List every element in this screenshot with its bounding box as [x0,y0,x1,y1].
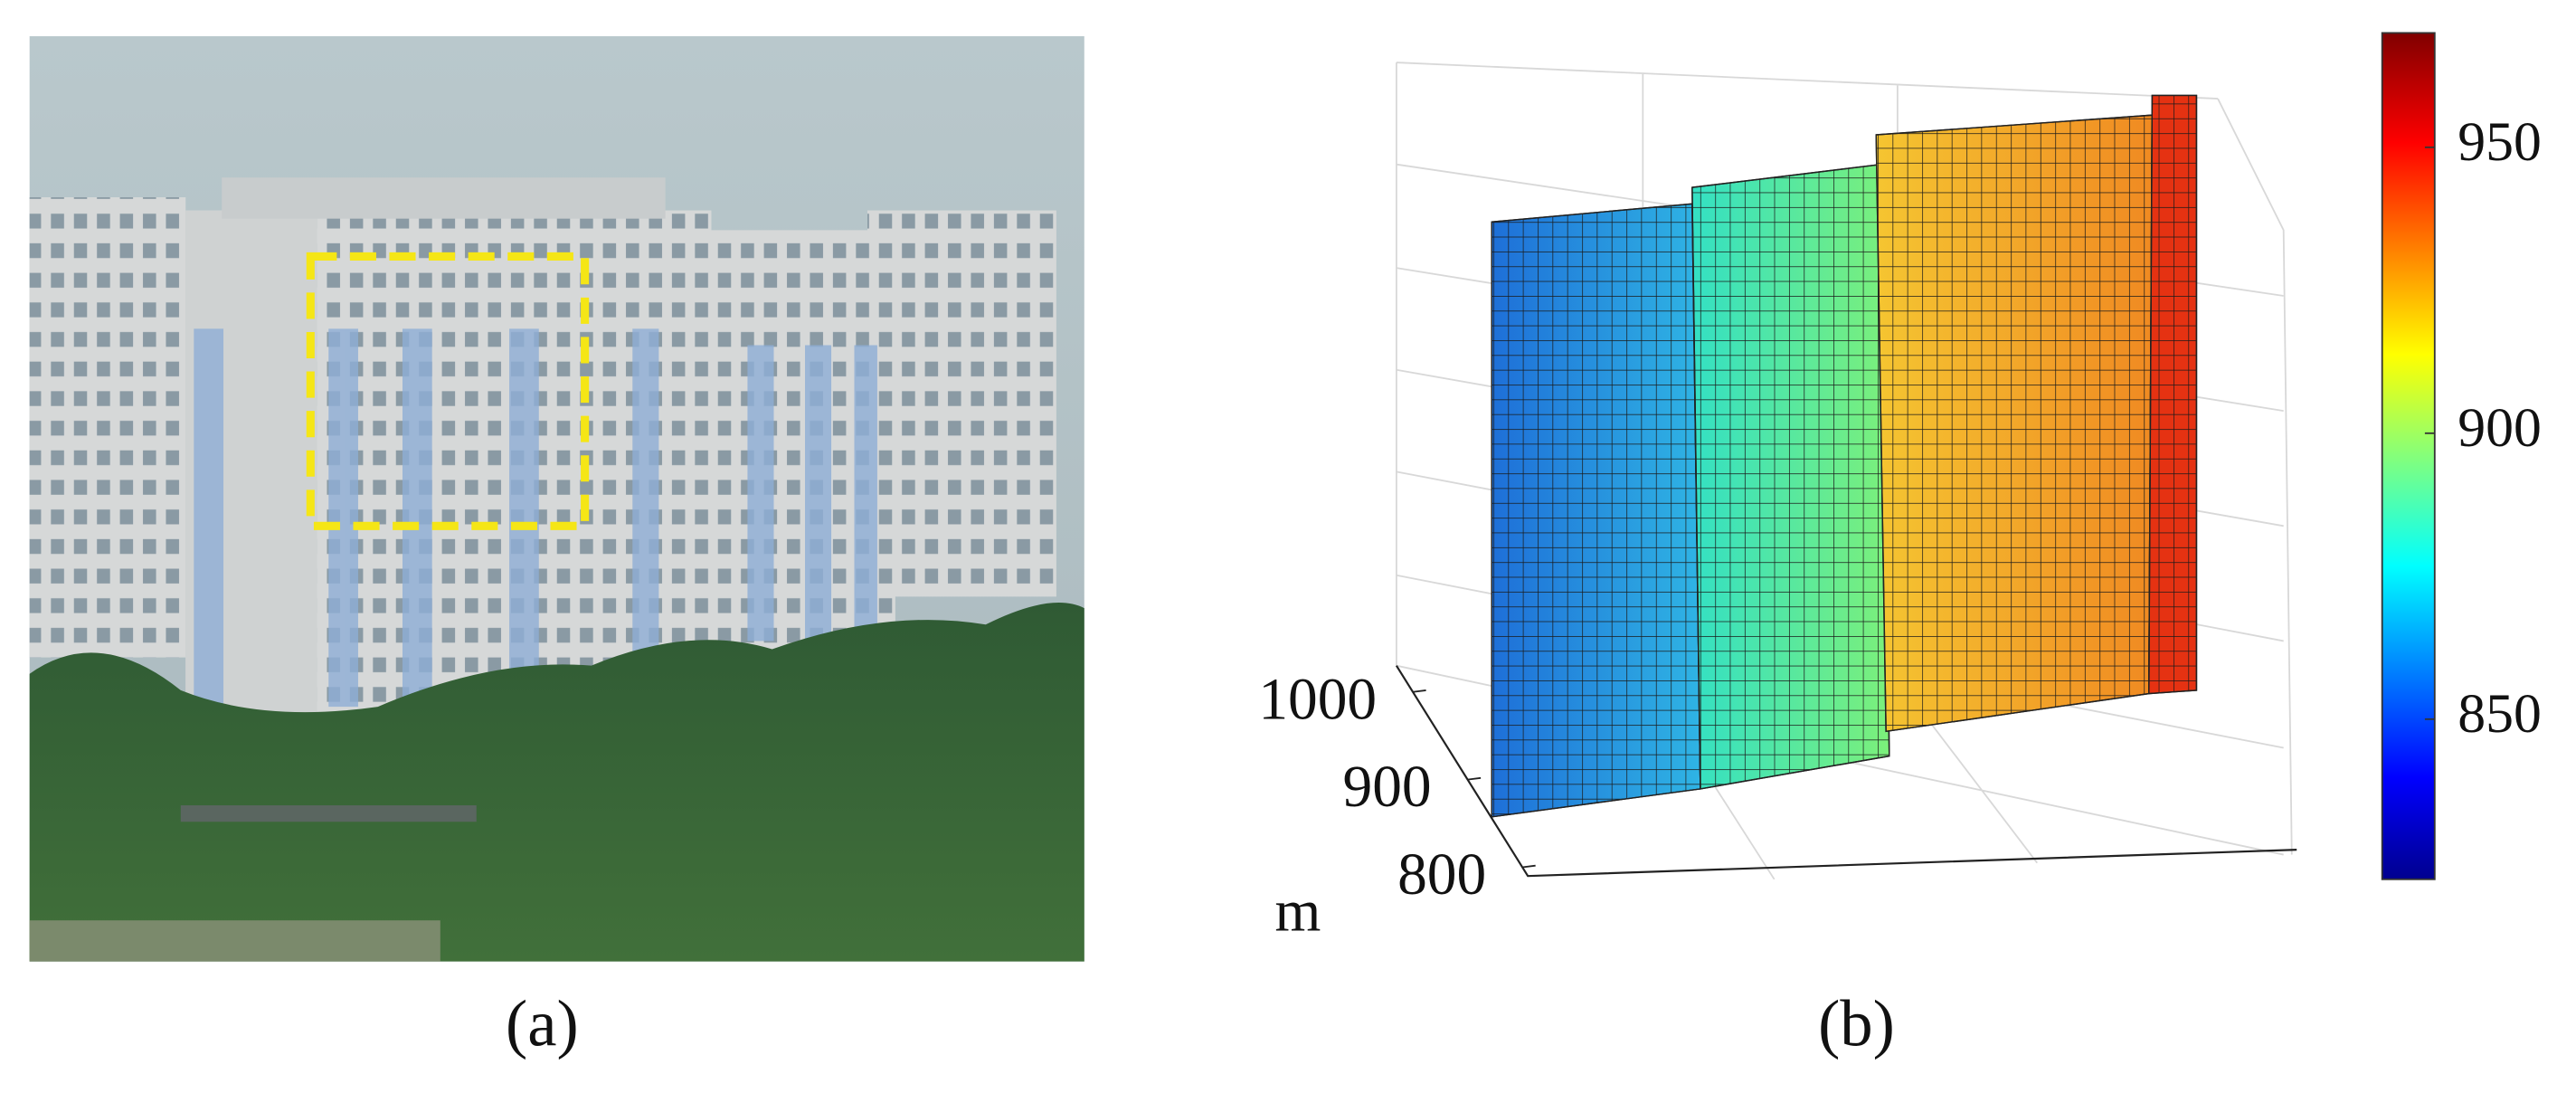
tick-label: 1000 [1258,667,1377,732]
colorbar-tick-label: 900 [2458,397,2542,459]
surface [1491,94,2198,818]
axis-line [1395,665,2297,878]
panel-label: (a) [506,987,579,1060]
colorbar-tick-label: 850 [2458,683,2542,745]
photo [29,36,1084,962]
colorbar-tick-label: 950 [2458,111,2542,173]
tick-label: 900 [1343,755,1432,820]
tick-mark [1522,864,1536,869]
axis-label: m [1274,879,1321,945]
colorbar [2381,32,2436,880]
tick-mark [1412,689,1426,693]
tick-label: 800 [1397,842,1486,908]
tick-mark [1467,776,1482,781]
panel-label: (b) [1818,987,1895,1060]
